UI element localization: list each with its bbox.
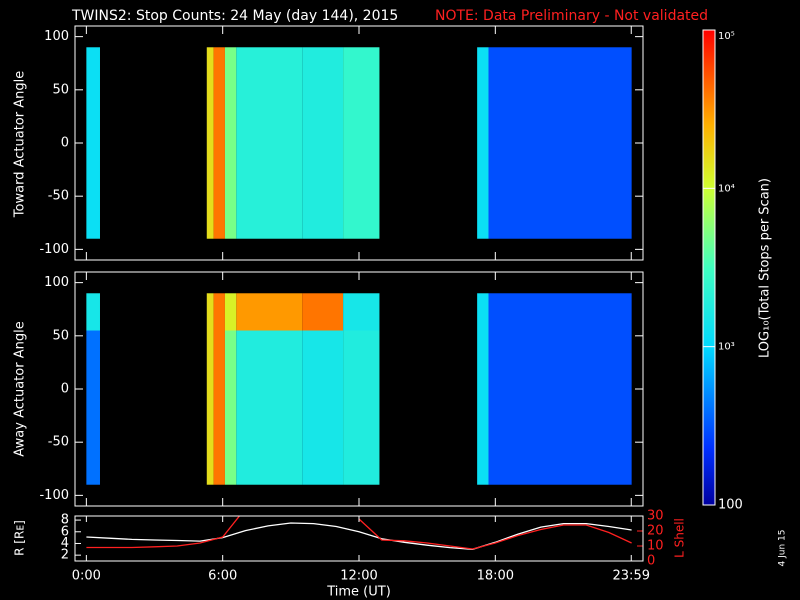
x-tick-label: 12:00 bbox=[340, 569, 377, 584]
heatmap-cell bbox=[477, 293, 489, 331]
heatmap-cell bbox=[206, 330, 214, 485]
heatmap-cell bbox=[224, 47, 237, 239]
heatmap-cell bbox=[213, 330, 225, 485]
y-axis-title: R [Rᴇ] bbox=[13, 520, 27, 556]
heatmap-cell bbox=[86, 47, 100, 239]
colorbar bbox=[702, 29, 716, 506]
plot-area bbox=[86, 516, 632, 550]
heatmap-cell bbox=[488, 47, 632, 239]
colorbar-tick-label: 10³ bbox=[718, 342, 735, 353]
colorbar-title: LOG₁₀(Total Stops per Scan) bbox=[758, 178, 773, 358]
heatmap-cell bbox=[343, 47, 380, 239]
y-tick-label: 4 bbox=[61, 536, 69, 551]
y2-tick-label: 10 bbox=[647, 539, 664, 554]
colorbar-tick-label: 10⁴ bbox=[718, 183, 735, 194]
heatmap-cell bbox=[343, 330, 380, 485]
y-tick-label: 6 bbox=[61, 524, 69, 539]
y-tick-label: 8 bbox=[61, 513, 69, 528]
y-tick-label: -50 bbox=[48, 189, 69, 204]
y-axis-title: Away Actuator Angle bbox=[13, 321, 28, 456]
x-tick-label: 6:00 bbox=[208, 569, 237, 584]
heatmap-cell bbox=[86, 293, 100, 331]
y-tick-label: 100 bbox=[44, 29, 69, 44]
heatmap-cell bbox=[488, 330, 632, 485]
heatmap-cell bbox=[302, 330, 344, 485]
plot-frame bbox=[74, 515, 644, 562]
heatmap-cell bbox=[477, 47, 489, 239]
plot-frame bbox=[74, 271, 644, 507]
heatmap-cell bbox=[477, 330, 489, 485]
plot-frame bbox=[74, 25, 644, 261]
y-tick-label: 50 bbox=[52, 82, 69, 97]
y2-axis-title: L Shell bbox=[673, 518, 687, 558]
heatmap-cell bbox=[213, 47, 225, 239]
heatmap-cell bbox=[86, 330, 100, 485]
heatmap-cell bbox=[343, 293, 380, 331]
heatmap-cell bbox=[236, 293, 303, 331]
colorbar-tick-label: 100 bbox=[718, 498, 743, 513]
x-axis-title: Time (UT) bbox=[326, 585, 391, 600]
heatmap-cell bbox=[224, 330, 237, 485]
series-line bbox=[86, 522, 632, 550]
y-tick-label: -50 bbox=[48, 435, 69, 450]
series-line bbox=[86, 516, 632, 550]
colorbar-tick-label: 10⁵ bbox=[718, 31, 735, 42]
heatmap-cell bbox=[236, 330, 303, 485]
y2-tick-label: 20 bbox=[647, 524, 664, 539]
x-tick-label: 18:00 bbox=[477, 569, 514, 584]
heatmap-cell bbox=[236, 47, 303, 239]
y-tick-label: -100 bbox=[39, 242, 69, 257]
y-tick-label: 0 bbox=[61, 136, 69, 151]
x-tick-label: 0:00 bbox=[72, 569, 101, 584]
heatmap-cell bbox=[302, 293, 344, 331]
x-tick-label: 23:59 bbox=[613, 569, 650, 584]
y-tick-label: 100 bbox=[44, 275, 69, 290]
heatmap-cell bbox=[488, 293, 632, 331]
y-tick-label: 2 bbox=[61, 548, 69, 563]
y2-tick-label: 30 bbox=[647, 509, 664, 524]
heatmap-cell bbox=[213, 293, 225, 331]
y-tick-label: 50 bbox=[52, 328, 69, 343]
chart-title: TWINS2: Stop Counts: 24 May (day 144), 2… bbox=[71, 8, 398, 24]
date-stamp: 4 Jun 15 bbox=[778, 530, 788, 567]
heatmap-cell bbox=[206, 293, 214, 331]
heatmap-cell bbox=[224, 293, 237, 331]
heatmap-cell bbox=[302, 47, 344, 239]
note: NOTE: Data Preliminary - Not validated bbox=[435, 8, 708, 24]
y-axis-title: Toward Actuator Angle bbox=[13, 71, 28, 218]
y2-tick-label: 0 bbox=[647, 554, 655, 569]
y-tick-label: -100 bbox=[39, 488, 69, 503]
y-tick-label: 0 bbox=[61, 382, 69, 397]
heatmap-cell bbox=[206, 47, 214, 239]
